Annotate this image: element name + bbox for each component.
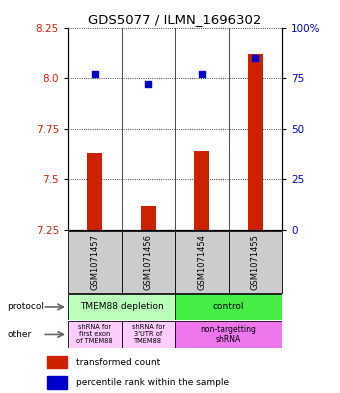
Text: other: other bbox=[7, 330, 32, 339]
FancyBboxPatch shape bbox=[175, 321, 282, 348]
Point bbox=[253, 55, 258, 61]
Text: percentile rank within the sample: percentile rank within the sample bbox=[76, 378, 229, 387]
FancyBboxPatch shape bbox=[68, 321, 122, 348]
Text: GSM1071455: GSM1071455 bbox=[251, 234, 260, 290]
Text: protocol: protocol bbox=[7, 303, 45, 311]
Point bbox=[199, 71, 205, 77]
FancyBboxPatch shape bbox=[68, 231, 122, 293]
Text: shRNA for
3'UTR of
TMEM88: shRNA for 3'UTR of TMEM88 bbox=[132, 325, 165, 344]
Point bbox=[146, 81, 151, 87]
FancyBboxPatch shape bbox=[68, 294, 175, 320]
Text: TMEM88 depletion: TMEM88 depletion bbox=[80, 303, 164, 311]
FancyBboxPatch shape bbox=[122, 321, 175, 348]
Text: shRNA for
first exon
of TMEM88: shRNA for first exon of TMEM88 bbox=[76, 325, 113, 344]
Title: GDS5077 / ILMN_1696302: GDS5077 / ILMN_1696302 bbox=[88, 13, 262, 26]
Text: control: control bbox=[213, 303, 244, 311]
Bar bbox=[194, 151, 209, 230]
Bar bbox=[47, 356, 67, 368]
Bar bbox=[248, 54, 263, 230]
Bar bbox=[87, 153, 102, 230]
Bar bbox=[141, 206, 156, 230]
Text: GSM1071457: GSM1071457 bbox=[90, 234, 99, 290]
FancyBboxPatch shape bbox=[122, 231, 175, 293]
Text: GSM1071454: GSM1071454 bbox=[198, 234, 206, 290]
Text: transformed count: transformed count bbox=[76, 358, 160, 367]
Text: GSM1071456: GSM1071456 bbox=[144, 234, 153, 290]
Bar bbox=[47, 376, 67, 389]
FancyBboxPatch shape bbox=[175, 294, 282, 320]
FancyBboxPatch shape bbox=[229, 231, 282, 293]
FancyBboxPatch shape bbox=[175, 231, 229, 293]
Point bbox=[92, 71, 98, 77]
Text: non-targetting
shRNA: non-targetting shRNA bbox=[201, 325, 257, 344]
